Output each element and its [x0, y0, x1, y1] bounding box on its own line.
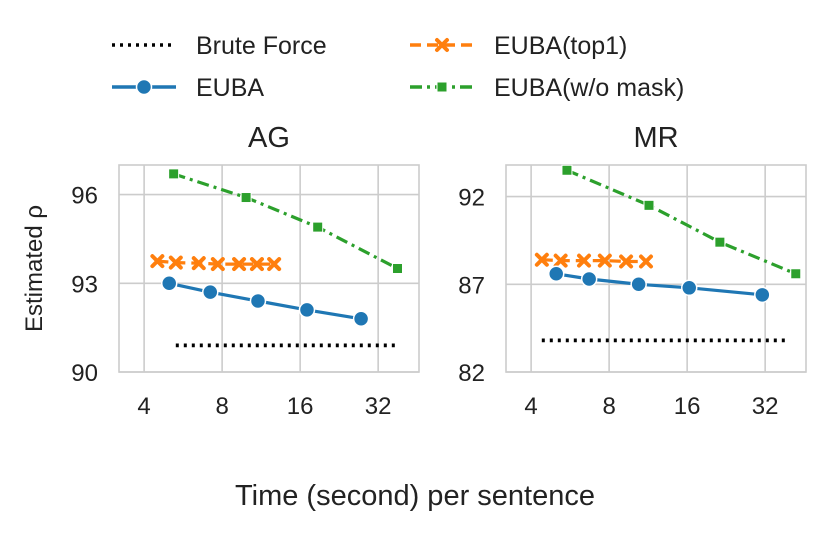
y-tick-label: 92 — [458, 185, 485, 212]
data-point-euba-w-o-mask — [643, 199, 655, 211]
panel-ag: 4 8 16 32 90 93 96 AG Estimated ρ — [21, 122, 420, 420]
legend-label-euba-top1: EUBA(top1) — [494, 32, 627, 60]
data-point-euba-top1 — [191, 256, 206, 271]
series-euba-w-o-mask — [168, 168, 403, 274]
x-tick-label: 4 — [137, 393, 150, 420]
legend-label-euba-w-o-mask: EUBA(w/o mask) — [494, 74, 684, 102]
legend-marker-euba-top1 — [435, 38, 449, 52]
data-point-euba-top1 — [597, 253, 612, 268]
series-line-euba-w-o-mask — [566, 168, 797, 276]
data-point-euba — [202, 283, 219, 301]
legend: Brute Force EUBA(top1) EUBA EUBA(w/o mask) — [112, 32, 684, 102]
data-point-euba-top1 — [553, 253, 568, 268]
data-point-euba-w-o-mask — [312, 221, 324, 233]
data-point-euba-w-o-mask — [391, 263, 403, 274]
series-euba-w-o-mask — [561, 164, 802, 280]
data-point-euba — [547, 265, 565, 283]
x-tick-label: 16 — [287, 393, 314, 420]
legend-label-brute-force: Brute Force — [196, 32, 327, 60]
series-euba-top1 — [534, 252, 653, 269]
data-point-euba-w-o-mask — [561, 164, 573, 176]
data-point-euba-top1 — [267, 257, 282, 272]
y-tick-label: 90 — [71, 360, 98, 387]
legend-marker-euba-w-o-mask — [436, 81, 448, 93]
y-tick-label: 82 — [458, 360, 485, 387]
x-tick-label: 4 — [524, 393, 537, 420]
plot-frame — [505, 164, 807, 373]
legend-entry-euba-w-o-mask: EUBA(w/o mask) — [410, 74, 684, 102]
data-point-euba-w-o-mask — [790, 268, 802, 280]
data-point-euba-w-o-mask — [168, 168, 180, 180]
legend-label-euba: EUBA — [196, 74, 264, 102]
y-tick-label: 93 — [71, 271, 98, 298]
y-tick-label: 96 — [71, 183, 98, 210]
data-point-euba — [754, 286, 771, 304]
series-euba — [547, 265, 771, 304]
data-point-euba — [680, 279, 698, 297]
data-point-euba — [298, 301, 316, 319]
x-axis-title: Time (second) per sentence — [235, 480, 595, 512]
data-point-euba — [630, 276, 647, 293]
data-point-euba — [352, 310, 370, 328]
legend-entry-euba: EUBA — [112, 74, 264, 102]
panel-title: MR — [633, 122, 678, 154]
x-tick-label: 8 — [215, 393, 228, 420]
data-point-euba — [249, 292, 267, 310]
y-tick-label: 87 — [458, 272, 485, 299]
data-point-euba — [160, 275, 178, 292]
data-point-euba-w-o-mask — [240, 192, 252, 204]
x-tick-label: 32 — [752, 393, 779, 420]
data-point-euba-top1 — [619, 254, 634, 269]
data-point-euba-w-o-mask — [714, 236, 726, 248]
plot-frame — [118, 164, 420, 373]
data-point-euba-top1 — [534, 252, 549, 267]
legend-entry-euba-top1: EUBA(top1) — [410, 32, 627, 60]
x-tick-label: 32 — [365, 393, 392, 420]
series-euba — [160, 275, 370, 328]
data-point-euba-top1 — [577, 253, 592, 268]
legend-marker-euba — [135, 78, 153, 96]
legend-entry-brute-force: Brute Force — [112, 32, 327, 60]
data-point-euba-top1 — [168, 255, 183, 270]
x-tick-label: 8 — [602, 393, 615, 420]
x-tick-label: 16 — [674, 393, 701, 420]
data-point-euba-top1 — [249, 257, 264, 272]
data-point-euba — [580, 270, 598, 288]
panel-title: AG — [248, 122, 290, 154]
panels: 4 8 16 32 90 93 96 AG Estimated ρ 4 8 16 32 82 87 92 MR — [21, 122, 807, 420]
data-point-euba-top1 — [150, 254, 165, 269]
panel-mr: 4 8 16 32 82 87 92 MR — [458, 122, 807, 420]
series-euba-top1 — [150, 254, 282, 272]
data-point-euba-top1 — [210, 257, 225, 272]
y-axis-title: Estimated ρ — [21, 205, 48, 332]
series-line-euba-top1 — [541, 258, 646, 264]
data-point-euba-top1 — [232, 257, 247, 272]
data-point-euba-top1 — [638, 254, 653, 269]
